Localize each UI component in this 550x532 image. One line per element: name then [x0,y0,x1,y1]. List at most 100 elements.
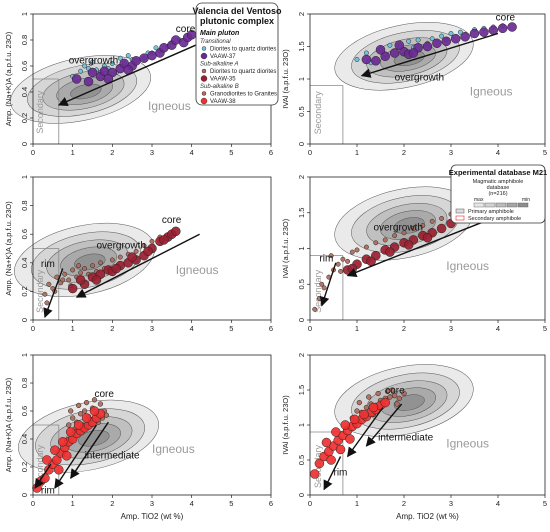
data-point [335,444,346,455]
panel-top-left: Igneous Secondary core overgrowth 0 1 2 3 4 5 6 0 0.… [4,12,273,157]
data-point [81,413,92,423]
data-point [143,246,153,257]
x-tick-label: 6 [269,499,273,508]
data-point [81,408,88,414]
y-tick-label: 0.8 [20,378,29,388]
data-point [389,48,400,58]
x-tick-label: 3 [449,324,453,333]
data-point [58,437,68,447]
data-point [68,408,74,414]
data-point [65,427,76,437]
x-tick-label: 2 [402,324,406,333]
x-tick-label: 1 [71,148,75,157]
label-core: core [496,13,516,24]
data-point [382,237,388,243]
label-secondary: Secondary [313,269,323,313]
data-point [371,56,381,66]
data-point [83,76,94,87]
data-point [75,402,82,409]
data-point [349,249,355,255]
data-point [316,296,322,301]
legend-db-secondary: Secondary amphibole [468,216,521,222]
data-point [361,54,372,65]
density-swatch [517,202,529,208]
data-point [77,411,84,417]
label-rim: rim [319,253,333,264]
data-point [171,35,181,45]
data-point [326,455,336,465]
data-point [111,263,122,274]
data-point [97,260,103,266]
x-tick-label: 4 [190,324,194,333]
data-point [403,240,414,250]
x-tick-label: 0 [31,324,35,333]
trend-arrow [346,213,503,277]
legend-marker [201,68,207,74]
data-point [90,263,95,269]
data-point [89,406,100,416]
data-point [46,281,52,287]
y-tick-label: 1.5 [297,41,306,51]
data-point [373,240,379,246]
trend-arrow [319,262,337,307]
density-contour-5 [393,217,425,234]
y-tick-label: 0.4 [20,258,29,268]
data-point [356,399,363,406]
y-tick-label: 1 [297,77,306,81]
data-point [87,67,98,78]
data-point [391,392,398,399]
data-point [422,41,433,52]
data-point [331,427,341,437]
data-point [432,38,442,48]
label-igneous: Igneous [152,442,195,456]
data-point [131,56,141,66]
label-igneous: Igneous [470,84,513,98]
legend-marker [200,97,208,105]
label-rim: rim [334,467,348,478]
label-core: core [176,24,196,35]
x-tick-label: 0 [31,148,35,157]
trend-arrow [365,403,403,447]
data-point [149,238,155,244]
data-point [61,451,72,461]
data-point [380,397,390,408]
legend-marker [200,52,208,60]
x-tick-label: 3 [150,324,154,333]
x-tick-label: 5 [543,499,547,508]
x-tick-label: 0 [31,499,35,508]
label-igneous: Igneous [446,259,489,273]
trend-arrow [54,424,98,489]
primary-swatch [455,208,465,214]
data-point [82,63,88,69]
x-tick-label: 1 [355,148,359,157]
secondary-swatch [455,215,465,221]
data-point [50,445,60,455]
data-point [90,59,95,65]
x-tick-label: 0 [308,148,312,157]
y-axis-label: IVAl (a.p.f.u. 23O) [281,218,290,278]
legend-item-label: Diorites to quartz diorites [210,69,276,75]
data-point [441,36,452,47]
data-point [133,248,139,254]
series-vaaw-38 [309,397,390,479]
label-rim: rim [41,486,55,497]
legend-item-label: VAAW-37 [210,54,236,60]
data-point [363,244,369,250]
x-axis-label: Amp. TiO2 (wt %) [121,512,184,521]
label-igneous: Igneous [148,99,191,113]
data-point [67,283,78,294]
y-tick-label: 0.6 [20,229,29,239]
y-tick-label: 1 [20,12,29,16]
data-point [139,53,149,63]
y-tick-label: 0 [20,318,29,322]
legend-section: Main pluton [200,30,239,37]
data-point [83,399,90,406]
data-point [359,409,369,420]
series-vaaw-35 [67,226,181,294]
legend-db-primary: Primary amphibole [468,209,514,215]
x-tick-label: 5 [229,324,233,333]
data-point [401,230,407,236]
legend-main: Valencia del Ventoso plutonic complex Ma… [192,2,282,106]
y-axis-label: IVAl (a.p.f.u. 23O) [281,395,290,455]
legend-db-line2: Magmatic amphibole [473,179,524,185]
